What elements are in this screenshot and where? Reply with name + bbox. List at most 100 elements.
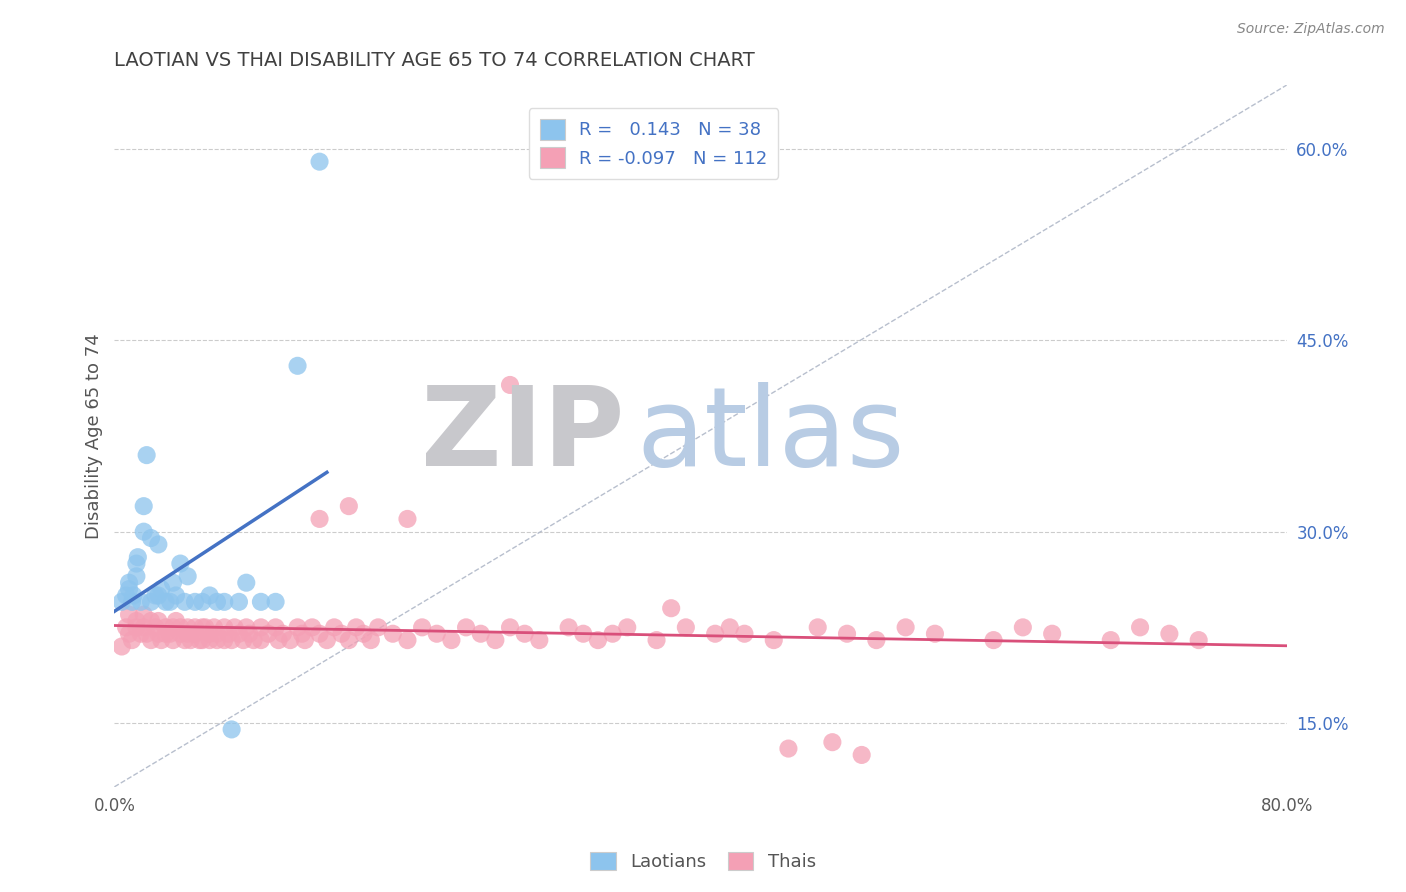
Point: [499, 378, 522, 392]
Point: [115, 620, 138, 634]
Point: [111, 640, 134, 654]
Point: [330, 626, 353, 640]
Point: [111, 595, 134, 609]
Point: [155, 620, 177, 634]
Point: [264, 620, 287, 634]
Point: [184, 626, 207, 640]
Point: [205, 626, 228, 640]
Legend: R =   0.143   N = 38, R = -0.097   N = 112: R = 0.143 N = 38, R = -0.097 N = 112: [529, 108, 779, 178]
Y-axis label: Disability Age 65 to 74: Disability Age 65 to 74: [86, 333, 103, 539]
Point: [118, 575, 141, 590]
Point: [221, 633, 243, 648]
Point: [218, 626, 240, 640]
Point: [308, 512, 330, 526]
Point: [214, 620, 236, 634]
Point: [180, 633, 202, 648]
Point: [125, 569, 148, 583]
Point: [176, 620, 198, 634]
Point: [159, 626, 181, 640]
Point: [202, 620, 225, 634]
Point: [821, 735, 844, 749]
Point: [165, 589, 187, 603]
Point: [135, 626, 157, 640]
Point: [150, 582, 173, 596]
Point: [704, 626, 727, 640]
Point: [778, 741, 800, 756]
Point: [173, 595, 195, 609]
Point: [135, 448, 157, 462]
Point: [323, 620, 346, 634]
Point: [301, 620, 323, 634]
Point: [121, 595, 143, 609]
Point: [733, 626, 755, 640]
Point: [224, 620, 246, 634]
Point: [139, 531, 162, 545]
Point: [264, 595, 287, 609]
Point: [337, 633, 360, 648]
Point: [267, 633, 290, 648]
Point: [1040, 626, 1063, 640]
Point: [162, 633, 184, 648]
Point: [127, 550, 149, 565]
Point: [484, 633, 506, 648]
Point: [257, 626, 280, 640]
Point: [198, 633, 221, 648]
Point: [139, 595, 162, 609]
Point: [718, 620, 741, 634]
Point: [470, 626, 492, 640]
Point: [851, 747, 873, 762]
Point: [659, 601, 682, 615]
Point: [162, 620, 184, 634]
Point: [1129, 620, 1152, 634]
Point: [184, 620, 207, 634]
Point: [250, 595, 273, 609]
Point: [148, 626, 170, 640]
Point: [353, 626, 375, 640]
Point: [132, 620, 155, 634]
Point: [173, 633, 195, 648]
Point: [271, 626, 294, 640]
Text: atlas: atlas: [636, 383, 904, 490]
Point: [287, 620, 309, 634]
Point: [807, 620, 830, 634]
Point: [315, 633, 337, 648]
Point: [176, 569, 198, 583]
Point: [221, 723, 243, 737]
Point: [238, 626, 260, 640]
Point: [214, 633, 236, 648]
Point: [125, 620, 148, 634]
Point: [148, 537, 170, 551]
Point: [214, 595, 236, 609]
Point: [1188, 633, 1211, 648]
Point: [145, 620, 167, 634]
Point: [176, 626, 198, 640]
Point: [198, 589, 221, 603]
Point: [381, 626, 404, 640]
Point: [645, 633, 668, 648]
Point: [367, 620, 389, 634]
Point: [586, 633, 609, 648]
Point: [894, 620, 917, 634]
Point: [118, 626, 141, 640]
Point: [529, 633, 551, 648]
Point: [169, 626, 191, 640]
Point: [344, 620, 367, 634]
Point: [205, 633, 228, 648]
Point: [228, 626, 250, 640]
Point: [291, 626, 314, 640]
Point: [396, 633, 419, 648]
Point: [360, 633, 382, 648]
Point: [165, 614, 187, 628]
Point: [150, 633, 173, 648]
Point: [602, 626, 624, 640]
Legend: Laotians, Thais: Laotians, Thais: [583, 845, 823, 879]
Point: [242, 633, 264, 648]
Point: [145, 589, 167, 603]
Point: [616, 620, 638, 634]
Point: [139, 633, 162, 648]
Point: [194, 620, 217, 634]
Point: [235, 575, 257, 590]
Point: [129, 595, 152, 609]
Point: [205, 595, 228, 609]
Point: [235, 620, 257, 634]
